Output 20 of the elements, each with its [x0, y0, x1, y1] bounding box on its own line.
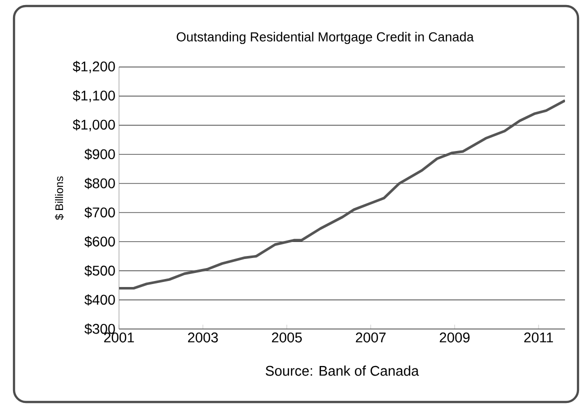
x-tick-label: 2005	[272, 332, 302, 342]
y-tick-label: $800	[84, 178, 115, 190]
y-tick-label: $400	[84, 294, 115, 306]
x-tick-label: 2001	[104, 332, 134, 342]
y-tick-label: $500	[84, 265, 115, 276]
y-tick-label: $1,000	[72, 119, 115, 132]
y-axis-title: $ Billions	[54, 176, 64, 220]
y-tick-label: $1,200	[72, 60, 115, 74]
y-tick-label: $700	[84, 206, 115, 218]
line-series	[119, 99, 566, 290]
source-note: Source: Bank of Canada	[266, 366, 419, 376]
y-tick-label: $300	[84, 323, 115, 335]
y-tick-label: $600	[84, 236, 115, 248]
chart-title: Outstanding Residential Mortgage Credit in Canada	[176, 32, 474, 44]
y-tick-label: $1,100	[72, 90, 115, 102]
x-tick-label: 2009	[440, 332, 470, 342]
x-tick-label: 2011	[524, 332, 553, 342]
x-tick-label: 2007	[356, 332, 386, 342]
x-tick-label: 2003	[188, 332, 218, 342]
y-tick-label: $900	[84, 148, 115, 160]
